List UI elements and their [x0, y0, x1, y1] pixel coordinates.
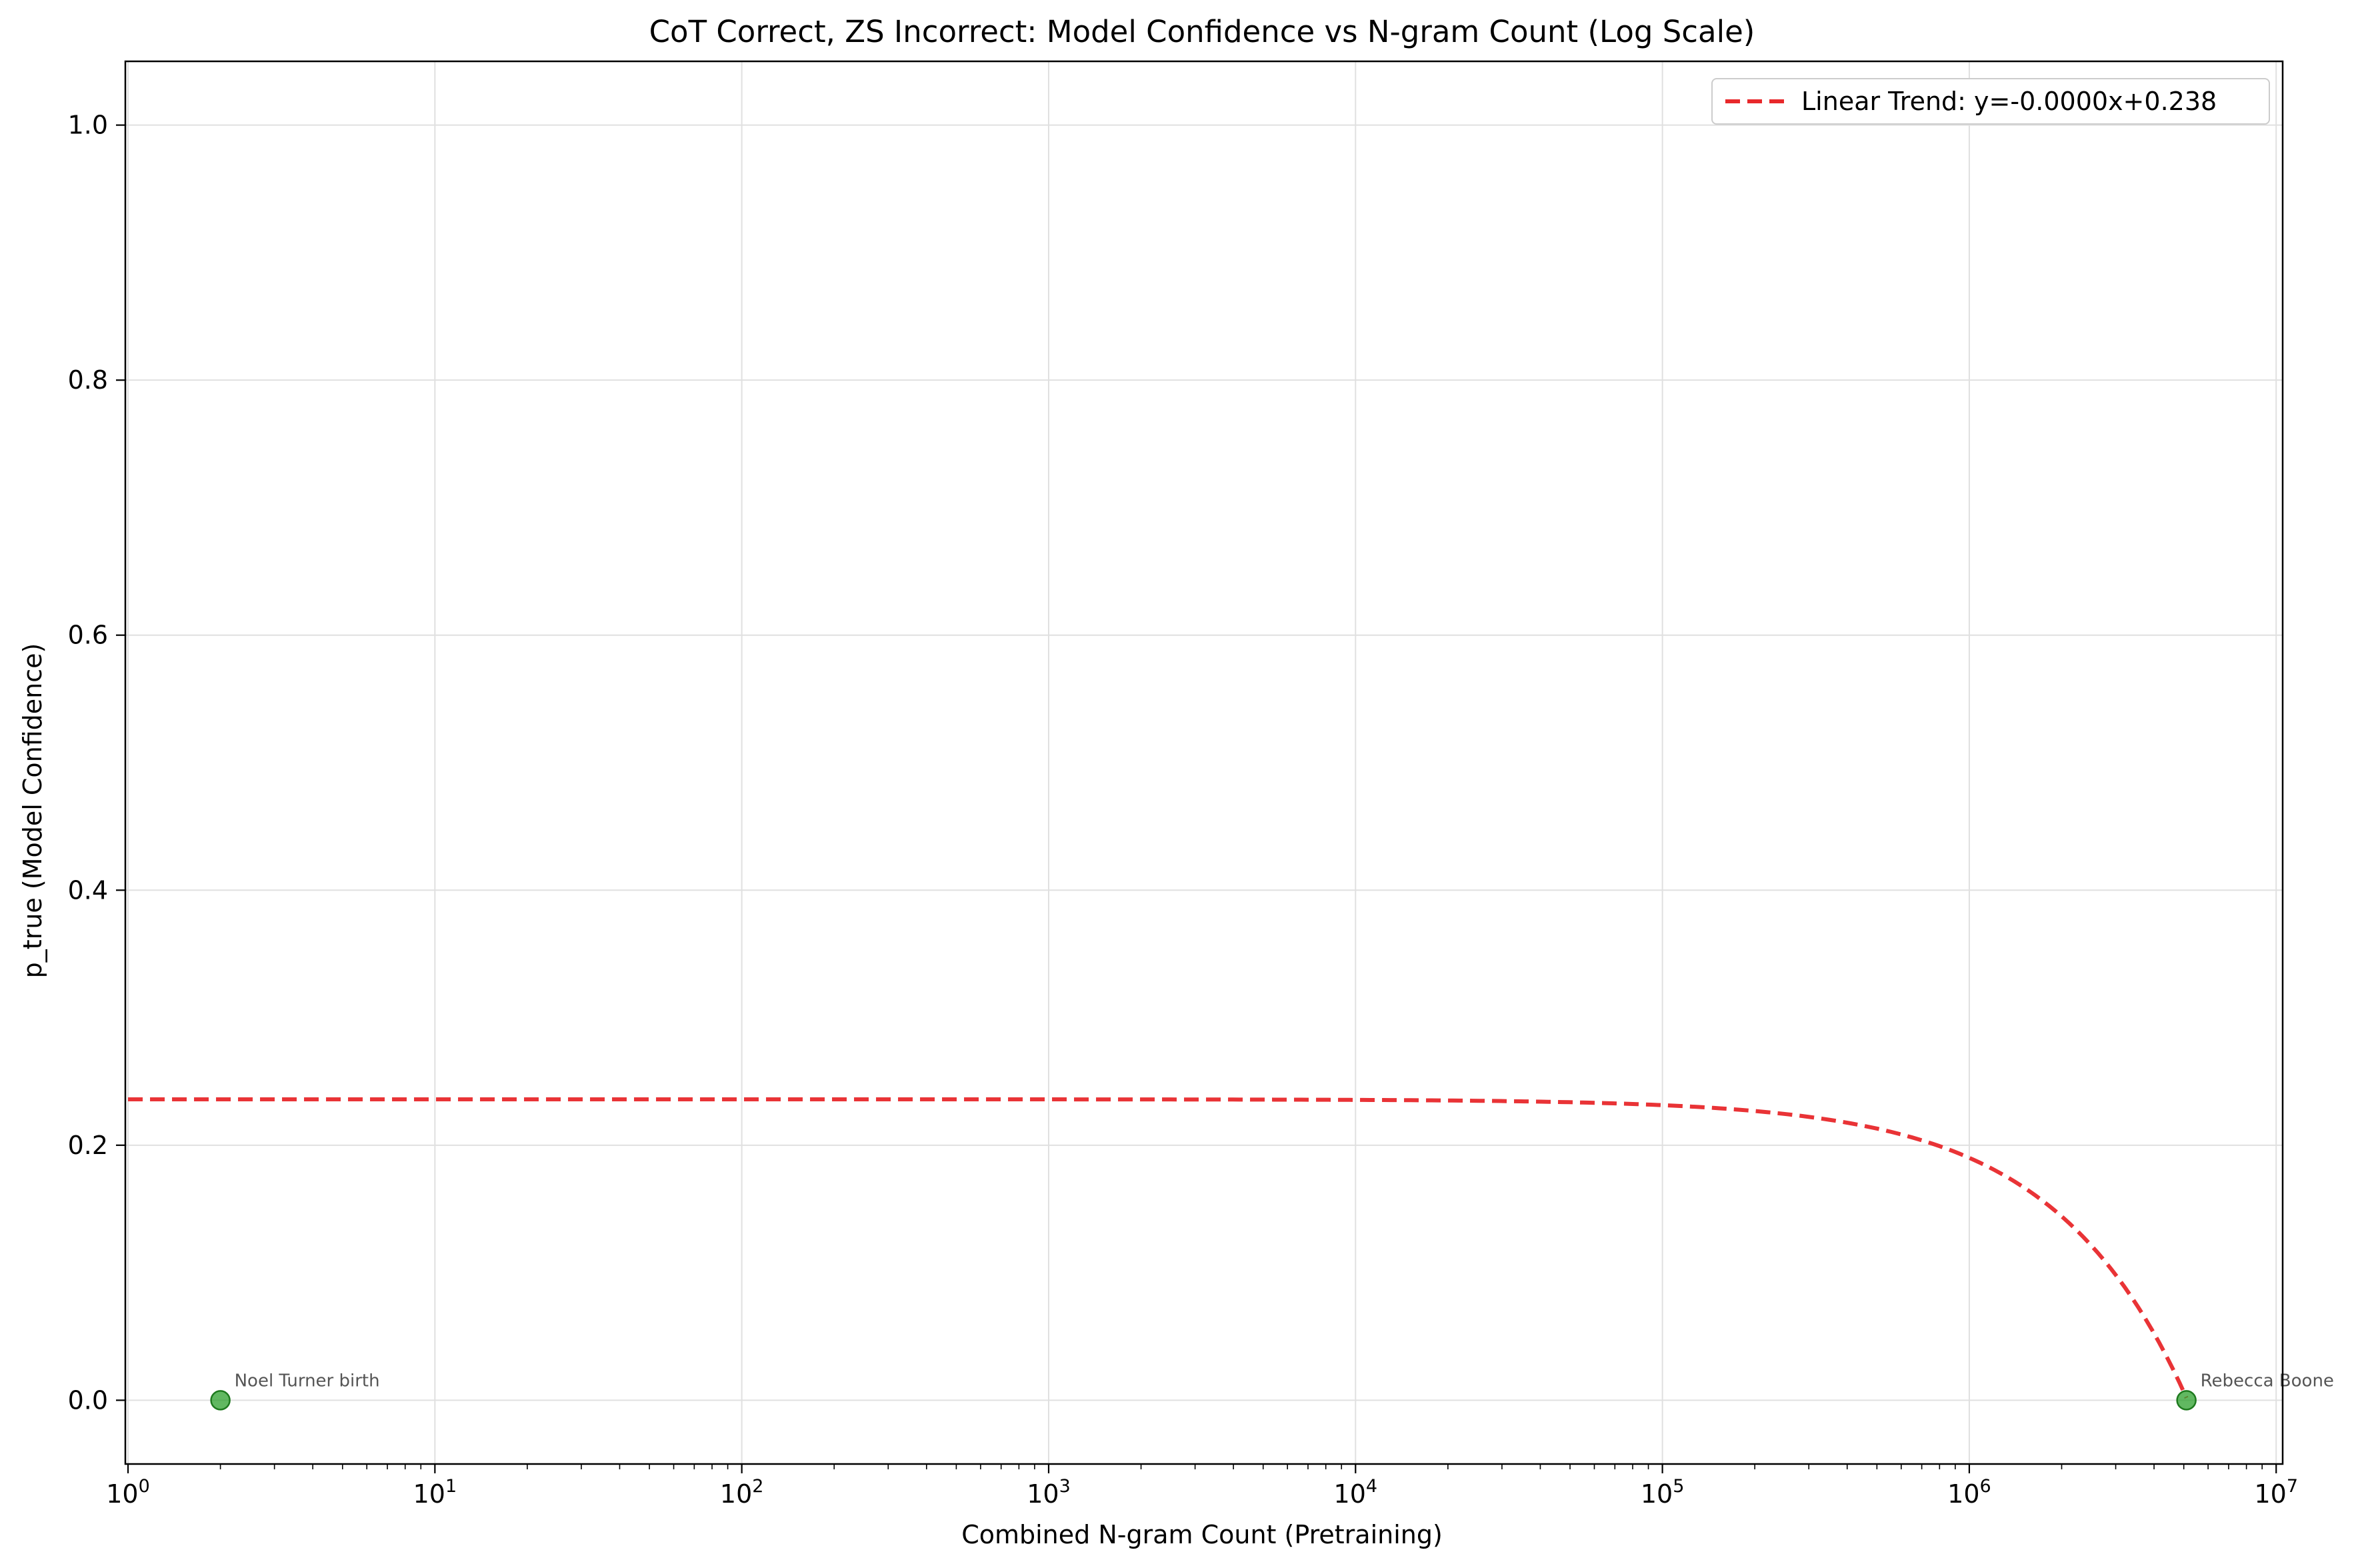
y-tick-label: 0.2	[68, 1131, 108, 1160]
y-tick-label: 1.0	[68, 111, 108, 140]
x-tick-label: 101	[413, 1476, 457, 1509]
legend-box	[1711, 78, 2270, 125]
plot-frame	[124, 60, 2284, 1465]
x-axis-title: Combined N-gram Count (Pretraining)	[961, 1520, 1443, 1549]
x-tick-label: 102	[720, 1476, 764, 1509]
y-tick-label: 0.8	[68, 365, 108, 395]
data-point	[210, 1390, 231, 1411]
trend-line	[128, 1097, 2189, 1399]
x-tick-label: 107	[2254, 1476, 2298, 1509]
y-tick-label: 0.4	[68, 875, 108, 905]
y-tick-label: 0.0	[68, 1385, 108, 1415]
legend-trend-label: Linear Trend: y=-0.0000x+0.238	[1801, 87, 2217, 116]
x-tick-label: 100	[106, 1476, 150, 1509]
x-tick-label: 104	[1334, 1476, 1378, 1509]
grid-lines	[125, 61, 2283, 1464]
axis-ticks: 100 101 102 103 104 105 106 107 0.0 0.2 0.4 0.6 0.8 1…	[68, 111, 2298, 1509]
x-tick-label: 103	[1027, 1476, 1071, 1509]
point-label: Rebecca Boone	[2201, 1371, 2334, 1391]
x-tick-label: 106	[1947, 1476, 1991, 1509]
y-axis-title: p_true (Model Confidence)	[18, 643, 47, 979]
data-point	[2176, 1390, 2197, 1411]
chart-title: CoT Correct, ZS Incorrect: Model Confide…	[649, 14, 1755, 49]
y-tick-label: 0.6	[68, 621, 108, 650]
point-label: Noel Turner birth	[235, 1371, 380, 1391]
trend-layer	[128, 1097, 2189, 1399]
x-tick-label: 105	[1641, 1476, 1685, 1509]
legend: Linear Trend: y=-0.0000x+0.238	[1711, 78, 2270, 125]
points-layer: Noel Turner birth Rebecca Boone	[210, 1371, 2334, 1411]
